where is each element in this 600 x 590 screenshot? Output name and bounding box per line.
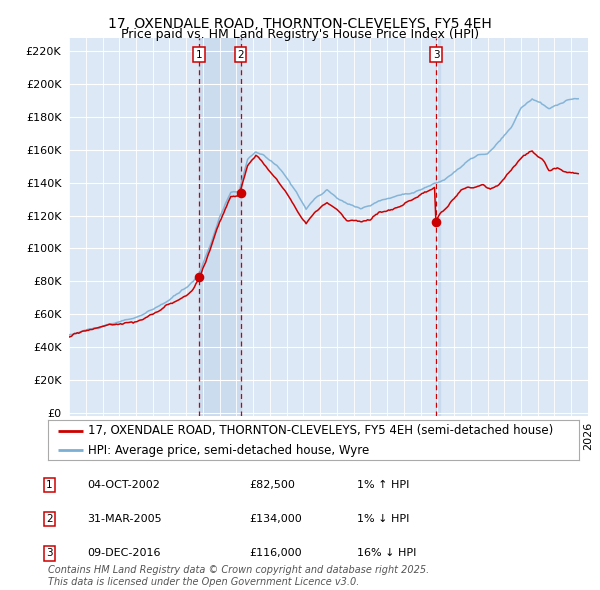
Point (194, 273, 203, 282)
Text: £82,500: £82,500 (249, 480, 295, 490)
Text: 16% ↓ HPI: 16% ↓ HPI (357, 549, 416, 558)
Text: 1% ↓ HPI: 1% ↓ HPI (357, 514, 409, 524)
Text: £116,000: £116,000 (249, 549, 302, 558)
Text: HPI: Average price, semi-detached house, Wyre: HPI: Average price, semi-detached house,… (88, 444, 369, 457)
Text: 1: 1 (196, 50, 202, 60)
Text: 2: 2 (46, 514, 53, 524)
Text: 04-OCT-2002: 04-OCT-2002 (87, 480, 160, 490)
Text: 2: 2 (237, 50, 244, 60)
Text: £134,000: £134,000 (249, 514, 302, 524)
Text: 17, OXENDALE ROAD, THORNTON-CLEVELEYS, FY5 4EH: 17, OXENDALE ROAD, THORNTON-CLEVELEYS, F… (108, 17, 492, 31)
Text: 17, OXENDALE ROAD, THORNTON-CLEVELEYS, FY5 4EH (semi-detached house): 17, OXENDALE ROAD, THORNTON-CLEVELEYS, F… (88, 424, 553, 437)
Text: 31-MAR-2005: 31-MAR-2005 (87, 514, 161, 524)
Text: 1% ↑ HPI: 1% ↑ HPI (357, 480, 409, 490)
Bar (199, 38, 241, 416)
Text: Contains HM Land Registry data © Crown copyright and database right 2025.
This d: Contains HM Land Registry data © Crown c… (48, 565, 429, 587)
Point (236, 188, 245, 198)
Text: 09-DEC-2016: 09-DEC-2016 (87, 549, 161, 558)
Point (431, 218, 441, 227)
Bar (436, 38, 440, 416)
Text: 3: 3 (46, 549, 53, 558)
Text: 1: 1 (46, 480, 53, 490)
Text: Price paid vs. HM Land Registry's House Price Index (HPI): Price paid vs. HM Land Registry's House … (121, 28, 479, 41)
Text: 3: 3 (433, 50, 440, 60)
